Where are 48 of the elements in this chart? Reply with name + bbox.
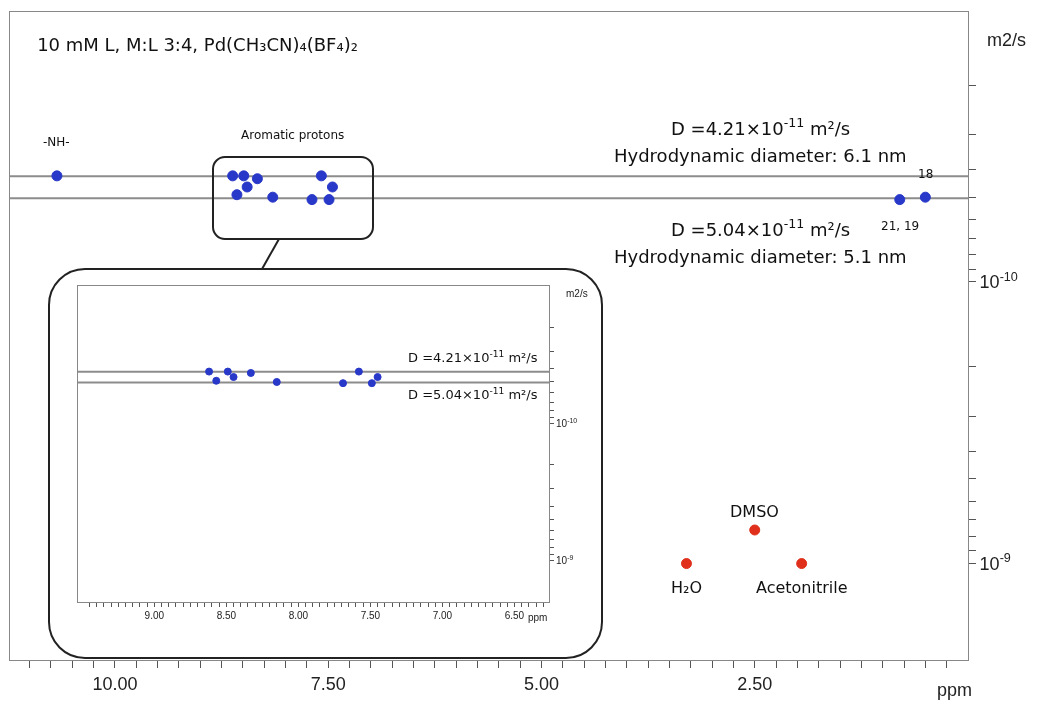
annotation: Hydrodynamic diameter: 5.1 nm — [614, 246, 907, 267]
annotation: D =5.04×10$^{-11}$ m²/s — [408, 386, 538, 403]
point — [919, 191, 931, 203]
y-tick-label: 10$^{-10}$ — [979, 269, 1018, 293]
annotation: -NH- — [43, 135, 70, 149]
annotation: D =4.21×10$^{-11}$ m²/s — [408, 349, 538, 366]
x-tick-label: 8.50 — [216, 610, 237, 621]
point — [323, 194, 335, 206]
x-tick-label: 2.50 — [737, 673, 773, 694]
point — [894, 194, 906, 206]
point — [227, 170, 239, 182]
annotation: Hydrodynamic diameter: 6.1 nm — [614, 145, 907, 166]
y-tick-label: 10$^{-9}$ — [556, 553, 574, 567]
annotation: 18 — [918, 167, 934, 181]
x-tick-label: 7.50 — [310, 673, 346, 694]
point — [241, 181, 253, 193]
annotation: D =5.04×10$^{-11}$ m²/s — [671, 216, 851, 240]
point — [749, 524, 761, 536]
point — [306, 194, 318, 206]
annotation: Aromatic protons — [241, 128, 345, 142]
annotation: 21, 19 — [881, 219, 920, 233]
point — [796, 558, 808, 570]
x-tick-label: 8.00 — [288, 610, 309, 621]
point — [315, 170, 327, 182]
y-tick-label: 10$^{-10}$ — [556, 416, 578, 429]
annotation: Acetonitrile — [756, 578, 848, 597]
x-axis-title: ppm — [937, 680, 973, 700]
point — [231, 189, 243, 201]
x-tick-label: 7.00 — [432, 610, 453, 621]
point — [680, 558, 692, 570]
annotation: D =4.21×10$^{-11}$ m²/s — [671, 115, 851, 139]
x-tick-label: 7.50 — [360, 610, 381, 621]
annotation: DMSO — [730, 502, 779, 521]
point — [326, 181, 338, 193]
point — [238, 170, 250, 182]
x-tick-label: 6.50 — [504, 610, 525, 621]
x-axis-title: ppm — [528, 612, 548, 623]
x-tick-label: 5.00 — [523, 673, 559, 694]
x-tick-label: 9.00 — [144, 610, 165, 621]
y-axis-title: m2/s — [987, 30, 1027, 50]
point — [51, 170, 63, 182]
x-tick-label: 10.00 — [92, 673, 138, 694]
annotation: H₂O — [671, 578, 703, 597]
y-tick-label: 10$^{-9}$ — [979, 551, 1011, 574]
text: 10 mM L, M:L 3:4, Pd(CH₃CN)₄(BF₄)₂ — [37, 34, 358, 56]
point — [251, 173, 263, 185]
point — [267, 191, 279, 203]
y-axis-title: m2/s — [566, 288, 588, 299]
